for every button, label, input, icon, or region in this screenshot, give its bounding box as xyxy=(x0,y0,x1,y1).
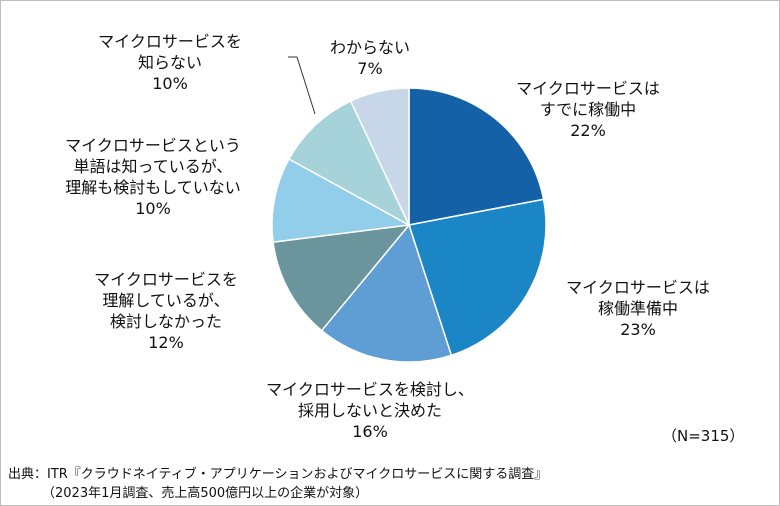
slice-percent: 7% xyxy=(357,59,383,78)
slice-name: マイクロサービスを 理解しているが、 検討しなかった xyxy=(94,270,238,331)
leader-line xyxy=(296,56,316,115)
slice-label: マイクロサービスを 理解しているが、 検討しなかった 12% xyxy=(94,269,238,353)
pie-slice xyxy=(349,87,410,226)
pie-slice xyxy=(271,157,412,244)
source-note-detail: （2023年1月調査、売上高500億円以上の企業が対象） xyxy=(42,486,369,501)
source-note: 出典：ITR『クラウドネイティブ・アプリケーションおよびマイクロサービスに関する… xyxy=(8,467,548,482)
slice-label: マイクロサービスは 稼働準備中 23% xyxy=(566,277,710,340)
slice-percent: 22% xyxy=(570,121,606,140)
slice-name: わからない xyxy=(329,38,411,57)
pie-slice xyxy=(287,100,411,227)
pie-slice xyxy=(408,198,547,357)
pie-slice xyxy=(320,223,453,363)
slice-percent: 10% xyxy=(152,74,188,93)
slice-label: マイクロサービスを 知らない 10% xyxy=(98,31,242,94)
slice-label: マイクロサービスは すでに稼働中 22% xyxy=(516,78,660,141)
slice-percent: 12% xyxy=(148,333,184,352)
slice-label: マイクロサービスを検討し、 採用しないと決めた 16% xyxy=(266,379,474,442)
slice-name: マイクロサービスは すでに稼働中 xyxy=(516,79,660,119)
slice-label: マイクロサービスという 単語は知っているが、 理解も検討もしていない 10% xyxy=(65,135,241,219)
slice-percent: 16% xyxy=(352,422,388,441)
slice-percent: 10% xyxy=(135,199,171,218)
pie-slice xyxy=(408,87,545,226)
slice-name: マイクロサービスを検討し、 採用しないと決めた xyxy=(266,380,474,420)
slice-name: マイクロサービスという 単語は知っているが、 理解も検討もしていない xyxy=(65,136,241,197)
sample-size-note: （N=315） xyxy=(662,427,745,445)
slice-label: わからない 7% xyxy=(330,37,410,79)
slice-percent: 23% xyxy=(620,320,656,339)
slice-name: マイクロサービスは 稼働準備中 xyxy=(566,278,710,318)
pie-slice xyxy=(272,224,411,332)
slice-name: マイクロサービスを 知らない xyxy=(98,32,242,72)
